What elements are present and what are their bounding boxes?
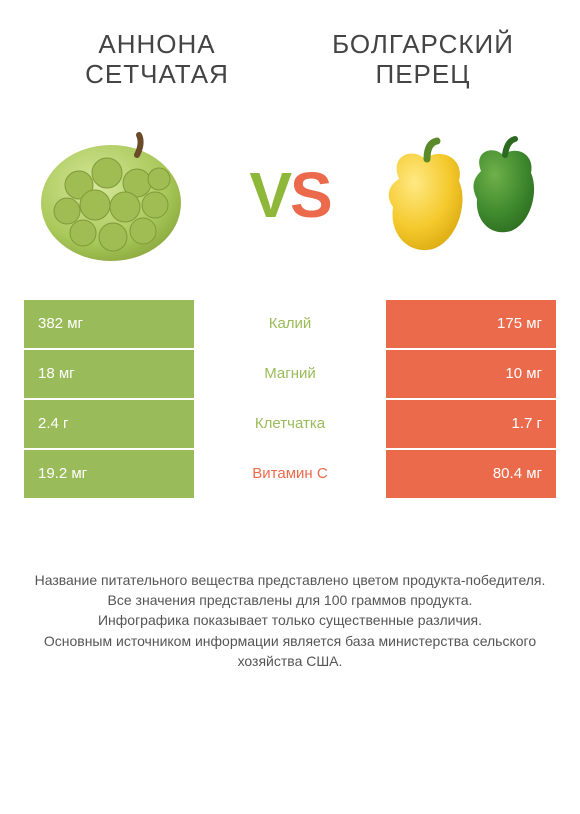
- nutrient-label: Магний: [194, 350, 386, 398]
- right-value: 80.4 мг: [386, 450, 556, 498]
- left-value: 2.4 г: [24, 400, 194, 448]
- vs-v: V: [249, 159, 290, 231]
- table-row: 18 мгМагний10 мг: [24, 350, 556, 398]
- header-row: АННОНА СЕТЧАТАЯ БОЛГАРСКИЙ ПЕРЕЦ: [24, 30, 556, 90]
- right-product-image: [376, 120, 556, 270]
- footnote-line: Основным источником информации является …: [34, 631, 546, 672]
- nutrient-label: Калий: [194, 300, 386, 348]
- footnote: Название питательного вещества представл…: [24, 570, 556, 671]
- left-value: 382 мг: [24, 300, 194, 348]
- image-row: VS: [24, 120, 556, 270]
- table-row: 2.4 гКлетчатка1.7 г: [24, 400, 556, 448]
- right-value: 10 мг: [386, 350, 556, 398]
- table-row: 19.2 мгВитамин C80.4 мг: [24, 450, 556, 498]
- nutrient-label: Витамин C: [194, 450, 386, 498]
- right-value: 175 мг: [386, 300, 556, 348]
- footnote-line: Все значения представлены для 100 граммо…: [34, 590, 546, 610]
- left-value: 19.2 мг: [24, 450, 194, 498]
- comparison-table: 382 мгКалий175 мг18 мгМагний10 мг2.4 гКл…: [24, 300, 556, 500]
- right-value: 1.7 г: [386, 400, 556, 448]
- table-row: 382 мгКалий175 мг: [24, 300, 556, 348]
- vs-label: VS: [249, 158, 330, 232]
- vs-s: S: [290, 159, 331, 231]
- footnote-line: Название питательного вещества представл…: [34, 570, 546, 590]
- left-title: АННОНА СЕТЧАТАЯ: [24, 30, 290, 90]
- nutrient-label: Клетчатка: [194, 400, 386, 448]
- left-value: 18 мг: [24, 350, 194, 398]
- right-title: БОЛГАРСКИЙ ПЕРЕЦ: [290, 30, 556, 90]
- left-product-image: [24, 120, 204, 270]
- footnote-line: Инфографика показывает только существенн…: [34, 610, 546, 630]
